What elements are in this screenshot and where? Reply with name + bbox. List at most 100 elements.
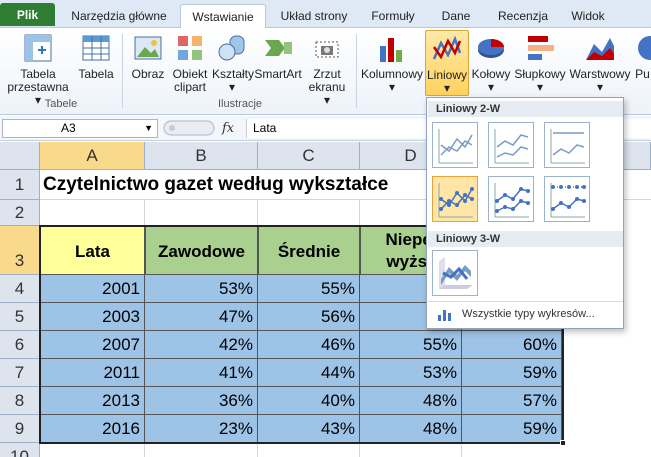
cell[interactable]	[258, 443, 360, 457]
bar-chart-button[interactable]: Słupkowy ▾	[512, 32, 568, 94]
table-cell[interactable]: 53%	[360, 359, 462, 387]
more-chart-label: Pu	[635, 67, 650, 81]
table-cell[interactable]: 48%	[360, 387, 462, 415]
column-chart-button[interactable]: Kolumnowy ▾	[360, 32, 424, 94]
row-header[interactable]: 1	[0, 170, 40, 200]
tab-home[interactable]: Narzędzia główne	[71, 9, 167, 23]
line-chart-label: Liniowy	[426, 68, 468, 82]
smartart-button[interactable]: SmartArt	[254, 32, 302, 81]
percent-stacked-line-chart-option[interactable]	[544, 122, 590, 168]
table-cell[interactable]: 48%	[360, 415, 462, 443]
row-header[interactable]: 4	[0, 275, 40, 303]
header-cell-secondary[interactable]: Średnie	[258, 226, 360, 275]
tab-page-layout[interactable]: Układ strony	[280, 9, 348, 23]
line-chart-option[interactable]	[432, 122, 478, 168]
table-cell[interactable]: 42%	[145, 331, 258, 359]
table-cell[interactable]: 47%	[145, 303, 258, 331]
row-header[interactable]: 6	[0, 331, 40, 359]
table-cell[interactable]: 59%	[462, 359, 562, 387]
table-button[interactable]: Tabela	[74, 32, 118, 81]
percent-line-with-markers-icon	[550, 183, 586, 218]
table-cell[interactable]: 55%	[360, 331, 462, 359]
table-cell[interactable]: 40%	[258, 387, 360, 415]
cell[interactable]	[145, 443, 258, 457]
stacked-line-chart-option[interactable]	[488, 122, 534, 168]
image-button[interactable]: Obraz	[128, 32, 168, 81]
line-with-markers-option[interactable]	[432, 176, 478, 222]
name-box[interactable]: A3 ▼	[2, 119, 158, 138]
tab-data[interactable]: Dane	[441, 9, 471, 23]
chart-icon	[638, 36, 651, 60]
header-cell-years[interactable]: Lata	[40, 226, 145, 275]
formula-bar-handle-icon[interactable]	[163, 120, 215, 136]
cell[interactable]	[40, 443, 145, 457]
header-cell-incomplete-higher[interactable]: Niepeł wyższ	[360, 226, 462, 275]
table-cell[interactable]: 44%	[258, 359, 360, 387]
column-header-c[interactable]: C	[258, 142, 360, 170]
shapes-icon	[218, 35, 245, 61]
tab-review[interactable]: Recenzja	[497, 9, 549, 23]
row-header[interactable]: 5	[0, 303, 40, 331]
table-cell[interactable]: 53%	[145, 275, 258, 303]
table-cell[interactable]: 46%	[258, 331, 360, 359]
row-header[interactable]: 10	[0, 443, 40, 457]
shapes-button[interactable]: Kształty ▾	[212, 32, 254, 94]
column-chart-label: Kolumnowy	[360, 67, 424, 81]
3d-line-chart-option[interactable]	[432, 250, 478, 296]
cell[interactable]	[360, 443, 462, 457]
table-cell[interactable]: 2013	[40, 387, 145, 415]
name-box-value: A3	[61, 121, 76, 135]
table-cell[interactable]: 2011	[40, 359, 145, 387]
header-cell-vocational[interactable]: Zawodowe	[145, 226, 258, 275]
table-cell[interactable]: 59%	[462, 415, 562, 443]
table-cell[interactable]: 2001	[40, 275, 145, 303]
table-cell[interactable]: 43%	[258, 415, 360, 443]
percent-stacked-line-chart-icon	[550, 129, 585, 164]
tab-file[interactable]: Plik	[0, 3, 55, 26]
table-cell[interactable]: 36%	[145, 387, 258, 415]
line-chart-button[interactable]: Liniowy ▾	[425, 30, 469, 96]
column-header-a[interactable]: A	[40, 142, 145, 170]
area-chart-button[interactable]: Warstwowy ▾	[568, 32, 632, 94]
clipart-button[interactable]: Obiekt clipart	[170, 32, 210, 94]
sheet-title-cell[interactable]: Czytelnictwo gazet według wykształce	[40, 170, 651, 200]
pivot-table-button[interactable]: Tabela przestawna ▾	[4, 32, 72, 107]
image-label: Obraz	[131, 67, 165, 81]
table-cell[interactable]: 23%	[145, 415, 258, 443]
more-chart-button[interactable]: Pu	[634, 32, 651, 81]
table-cell[interactable]: 60%	[462, 331, 562, 359]
smartart-icon	[265, 40, 292, 56]
tab-insert[interactable]: Wstawianie	[180, 4, 266, 29]
table-cell[interactable]: 2007	[40, 331, 145, 359]
column-header-b[interactable]: B	[145, 142, 258, 170]
table-cell[interactable]: 56%	[258, 303, 360, 331]
row-header[interactable]: 7	[0, 359, 40, 387]
table-cell[interactable]: 55%	[258, 275, 360, 303]
select-all-corner[interactable]	[0, 142, 40, 170]
cell[interactable]	[40, 200, 145, 226]
table-cell[interactable]: 2016	[40, 415, 145, 443]
row-header[interactable]: 8	[0, 387, 40, 415]
table-cell[interactable]: 41%	[145, 359, 258, 387]
clipart-icon	[178, 36, 202, 60]
screenshot-button[interactable]: Zrzut ekranu ▾	[304, 32, 350, 107]
stacked-line-with-markers-option[interactable]	[488, 176, 534, 222]
insert-function-icon[interactable]: fx	[222, 121, 235, 136]
chevron-down-icon[interactable]: ▼	[144, 123, 153, 133]
row-header[interactable]: 3	[0, 226, 40, 275]
cell[interactable]	[145, 200, 258, 226]
camera-icon	[315, 41, 339, 58]
table-cell[interactable]: 57%	[462, 387, 562, 415]
fill-handle[interactable]	[560, 440, 566, 446]
table-cell[interactable]: 2003	[40, 303, 145, 331]
all-chart-types-link[interactable]: Wszystkie typy wykresów...	[462, 308, 595, 320]
bar-chart-label: Słupkowy	[514, 67, 566, 81]
ribbon-tabs: Plik Narzędzia główne Wstawianie Układ s…	[0, 0, 651, 29]
tab-formulas[interactable]: Formuły	[371, 9, 415, 23]
row-header[interactable]: 9	[0, 415, 40, 443]
cell[interactable]	[258, 200, 360, 226]
pie-chart-button[interactable]: Kołowy ▾	[470, 32, 512, 94]
row-header[interactable]: 2	[0, 200, 40, 226]
tab-view[interactable]: Widok	[571, 9, 605, 23]
percent-line-with-markers-option[interactable]	[544, 176, 590, 222]
